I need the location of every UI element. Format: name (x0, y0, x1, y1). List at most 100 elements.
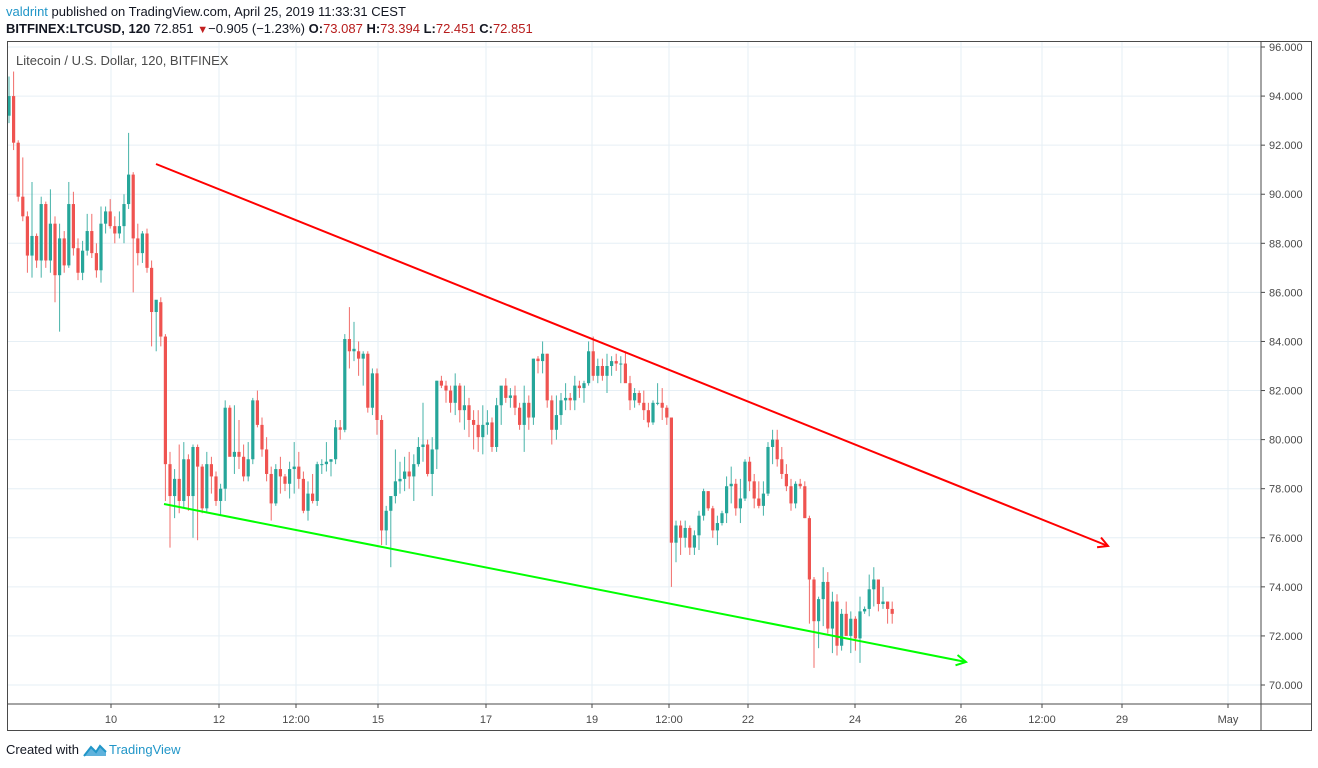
candle-body (780, 459, 784, 474)
candle-body (292, 466, 296, 470)
candle-body (407, 471, 411, 477)
candle-body (159, 302, 163, 337)
candle-body (651, 402, 655, 423)
candle-body (306, 493, 310, 511)
candle-body (99, 223, 103, 271)
x-axis-label: May (1218, 714, 1239, 726)
y-axis-label: 94.000 (1269, 91, 1303, 103)
candle-body (150, 267, 154, 313)
y-axis-label: 90.000 (1269, 189, 1303, 201)
candle-body (324, 461, 328, 465)
candle-body (90, 231, 94, 254)
candle-body (269, 473, 273, 504)
candle-body (499, 385, 503, 406)
candle-body (412, 464, 416, 477)
x-axis-label: 12:00 (1028, 714, 1056, 726)
candle-body (867, 589, 871, 609)
candle-body (711, 508, 715, 531)
candle-body (637, 392, 641, 403)
candle-body (527, 402, 531, 418)
candle-body (403, 471, 407, 479)
candle-body (108, 211, 112, 227)
candle-body (416, 446, 420, 465)
low-label: L: (423, 21, 436, 36)
candle-body (12, 96, 16, 143)
candle-body (191, 446, 195, 497)
candle-body (798, 483, 802, 487)
candle-body (812, 579, 816, 622)
candle-body (453, 385, 457, 403)
candle-body (48, 223, 52, 261)
candle-body (720, 513, 724, 524)
candle-body (131, 174, 135, 239)
candle-body (136, 238, 140, 254)
candle-body (384, 510, 388, 531)
candle-body (807, 518, 811, 580)
candle-body (444, 385, 448, 391)
candle-body (265, 449, 269, 474)
candle-body (228, 407, 232, 457)
candle-body (541, 353, 545, 362)
candle-body (596, 366, 600, 376)
candle-body (550, 400, 554, 430)
candle-body (775, 439, 779, 460)
tradingview-logo-icon (83, 743, 107, 757)
candle-body (481, 424, 485, 438)
candle-body (30, 235, 34, 256)
low-value: 72.451 (435, 21, 476, 36)
candle-body (320, 464, 324, 466)
y-axis-label: 74.000 (1269, 582, 1303, 594)
x-axis-label: 15 (372, 714, 384, 726)
candle-body (692, 535, 696, 548)
candle-body (863, 608, 867, 612)
open-label: O: (308, 21, 324, 36)
x-axis-label: 22 (742, 714, 754, 726)
author-link[interactable]: valdrint (6, 4, 48, 19)
candle-body (495, 405, 499, 447)
candle-body (458, 385, 462, 411)
candle-body (329, 459, 333, 462)
x-axis-label: 12 (213, 714, 225, 726)
candle-body (435, 380, 439, 450)
footer: Created with TradingView (6, 742, 181, 757)
symbol-info-bar: BITFINEX:LTCUSD, 120 72.851 ▼−0.905 (−1.… (6, 21, 533, 36)
candle-body (577, 385, 581, 389)
candle-body (334, 427, 338, 460)
candle-body (81, 250, 85, 273)
candle-body (789, 486, 793, 504)
tradingview-link[interactable]: TradingView (83, 742, 181, 757)
candle-body (752, 481, 756, 499)
candle-body (186, 459, 190, 497)
candle-body (251, 400, 255, 460)
candle-body (338, 427, 342, 430)
candle-body (168, 464, 172, 497)
candle-body (39, 204, 43, 261)
candle-body (145, 233, 149, 268)
candle-body (76, 248, 80, 273)
candle-body (389, 496, 393, 511)
publish-info: valdrint published on TradingView.com, A… (6, 4, 406, 19)
candle-body (140, 233, 144, 254)
candle-body (853, 618, 857, 639)
candle-body (761, 493, 765, 506)
candle-body (564, 397, 568, 401)
price-change: −0.905 (−1.23%) (208, 21, 305, 36)
candle-body (660, 402, 664, 408)
x-axis-label: 12:00 (282, 714, 310, 726)
candle-body (35, 235, 39, 261)
candle-body (154, 299, 158, 313)
candle-body (738, 498, 742, 509)
candle-body (196, 446, 200, 467)
candle-body (163, 336, 167, 465)
candle-body (656, 402, 660, 404)
candle-body (288, 469, 292, 484)
candle-body (568, 397, 572, 401)
candle-body (559, 400, 563, 416)
candle-body (104, 211, 108, 224)
candle-body (881, 601, 885, 605)
candle-body (766, 446, 770, 494)
candle-body (301, 478, 305, 511)
y-axis-label: 88.000 (1269, 238, 1303, 250)
resistance-trendline (155, 163, 1109, 547)
